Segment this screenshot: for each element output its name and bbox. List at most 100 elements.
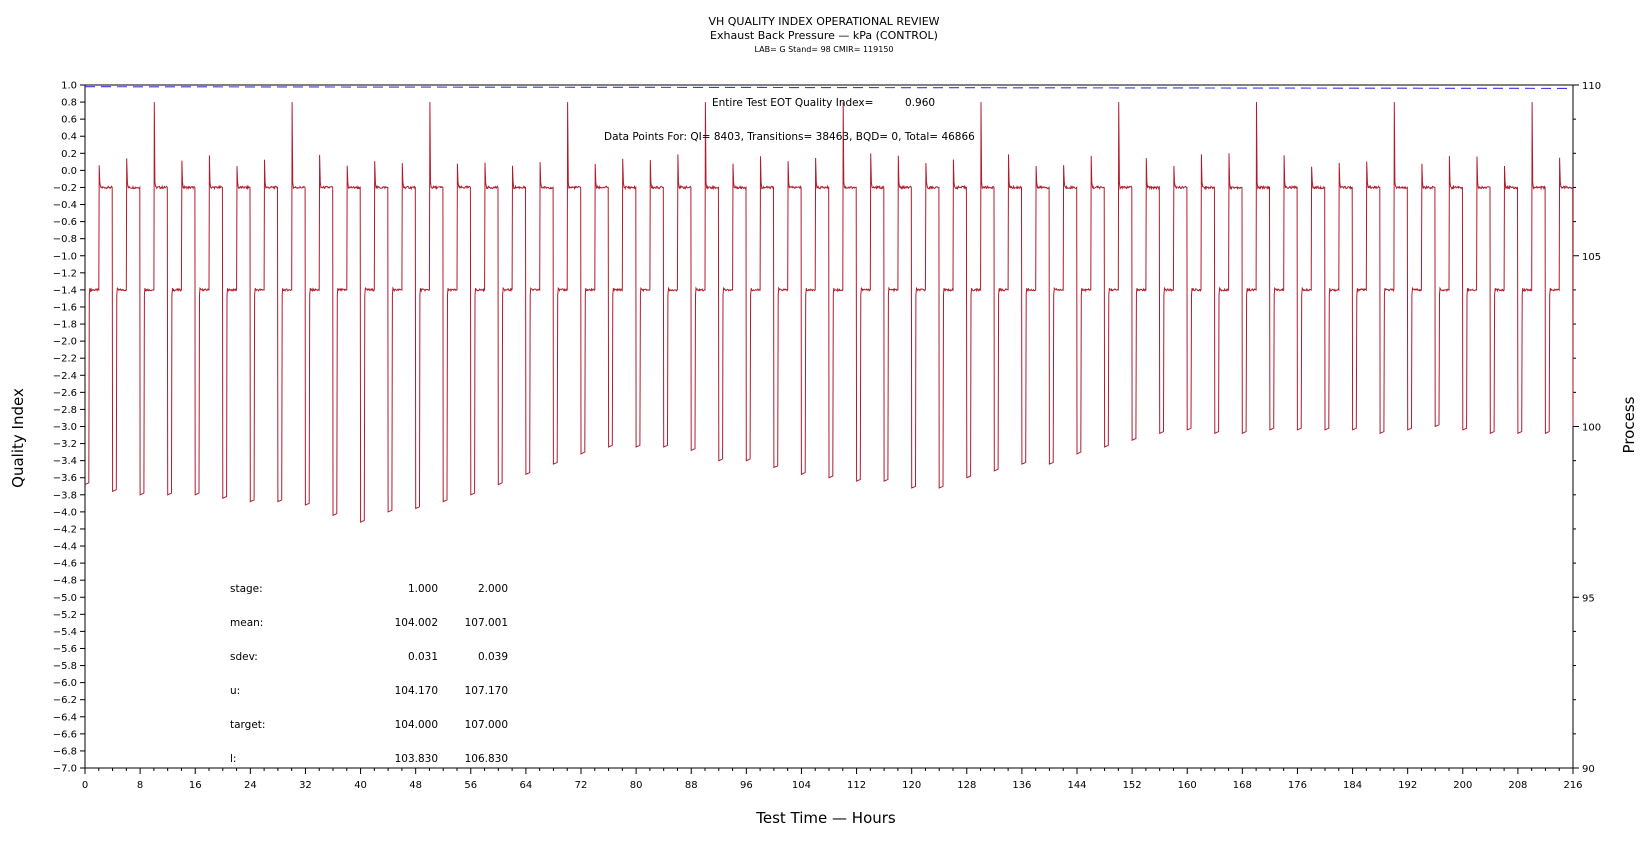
stat-label: sdev: bbox=[230, 651, 258, 663]
y-tick-label: −5.4 bbox=[53, 627, 77, 638]
x-tick-label: 80 bbox=[630, 780, 643, 791]
stat-value-stage1: 1.000 bbox=[408, 583, 438, 595]
x-tick-label: 120 bbox=[902, 780, 921, 791]
stat-value-stage2: 106.830 bbox=[465, 753, 508, 765]
y-tick-label: −5.2 bbox=[53, 610, 77, 621]
stat-value-stage1: 103.830 bbox=[395, 753, 438, 765]
y-tick-label: −6.2 bbox=[53, 695, 77, 706]
y2-axis-label: Process bbox=[1620, 396, 1638, 453]
x-tick-label: 216 bbox=[1563, 780, 1582, 791]
y-tick-label: −6.8 bbox=[53, 746, 77, 757]
y-tick-label: −4.2 bbox=[53, 524, 77, 535]
chart-meta: LAB= G Stand= 98 CMIR= 119150 bbox=[754, 45, 893, 54]
y-tick-label: −5.0 bbox=[53, 593, 77, 604]
stat-value-stage1: 104.002 bbox=[395, 617, 438, 629]
x-tick-label: 176 bbox=[1288, 780, 1307, 791]
y-tick-label: −7.0 bbox=[53, 764, 77, 775]
x-tick-label: 88 bbox=[685, 780, 698, 791]
y-tick-label: −1.0 bbox=[53, 251, 77, 262]
x-tick-label: 160 bbox=[1178, 780, 1197, 791]
x-tick-label: 192 bbox=[1398, 780, 1417, 791]
y-tick-label: 1.0 bbox=[61, 81, 77, 92]
stat-value-stage2: 0.039 bbox=[478, 651, 508, 663]
x-tick-label: 24 bbox=[244, 780, 257, 791]
y-tick-label: −3.2 bbox=[53, 439, 77, 450]
data-points-text: Data Points For: QI= 8403, Transitions= … bbox=[604, 131, 975, 143]
x-tick-label: 40 bbox=[354, 780, 367, 791]
x-tick-label: 48 bbox=[409, 780, 422, 791]
x-tick-label: 64 bbox=[520, 780, 533, 791]
chart-subtitle: Exhaust Back Pressure — kPa (CONTROL) bbox=[710, 29, 938, 42]
y-tick-label: −2.8 bbox=[53, 405, 77, 416]
y-tick-label: 0.6 bbox=[61, 115, 77, 126]
stat-value-stage1: 0.031 bbox=[408, 651, 438, 663]
x-tick-label: 96 bbox=[740, 780, 753, 791]
y-tick-label: −6.0 bbox=[53, 678, 77, 689]
stat-value-stage2: 2.000 bbox=[478, 583, 508, 595]
eot-label: Entire Test EOT Quality Index= bbox=[712, 97, 873, 109]
y2-tick-label: 90 bbox=[1582, 764, 1595, 775]
annotations: Entire Test EOT Quality Index= 0.960 Dat… bbox=[604, 97, 975, 143]
stat-value-stage1: 104.170 bbox=[395, 685, 438, 697]
y-tick-label: −4.6 bbox=[53, 559, 77, 570]
x-tick-label: 136 bbox=[1012, 780, 1031, 791]
x-tick-label: 0 bbox=[82, 780, 88, 791]
y-tick-label: −5.6 bbox=[53, 644, 77, 655]
axes: 1.0 0.8 0.6 0.4 0.2 0.0 −0.2 −0.4 −0.6 −0.8 −1.0 −1… bbox=[53, 81, 1601, 792]
x-tick-label: 152 bbox=[1123, 780, 1142, 791]
stat-value-stage1: 104.000 bbox=[395, 719, 438, 731]
y-tick-label: 0.4 bbox=[61, 132, 77, 143]
y-tick-label: −1.6 bbox=[53, 302, 77, 313]
x-tick-label: 8 bbox=[137, 780, 143, 791]
x-tick-label: 200 bbox=[1453, 780, 1472, 791]
y-tick-label: −4.0 bbox=[53, 507, 77, 518]
y-tick-label: 0.2 bbox=[61, 149, 77, 160]
x-tick-label: 208 bbox=[1508, 780, 1527, 791]
x-tick-label: 168 bbox=[1233, 780, 1252, 791]
stat-label: u: bbox=[230, 685, 240, 697]
y-tick-label: −6.4 bbox=[53, 712, 77, 723]
x-axis-label: Test Time — Hours bbox=[755, 809, 896, 827]
y-tick-label: −2.0 bbox=[53, 337, 77, 348]
x-tick-label: 184 bbox=[1343, 780, 1362, 791]
y2-tick-label: 95 bbox=[1582, 593, 1595, 604]
y-tick-label: 0.8 bbox=[61, 98, 77, 109]
y-tick-label: −6.6 bbox=[53, 729, 77, 740]
y-tick-label: −5.8 bbox=[53, 661, 77, 672]
x-tick-label: 56 bbox=[464, 780, 477, 791]
stat-value-stage2: 107.000 bbox=[465, 719, 508, 731]
x-tick-label: 144 bbox=[1067, 780, 1086, 791]
quality-index-line bbox=[84, 86, 1574, 89]
process-trace-line bbox=[84, 102, 1574, 523]
series-layer bbox=[84, 86, 1574, 523]
x-tick-label: 32 bbox=[299, 780, 312, 791]
stat-value-stage2: 107.001 bbox=[465, 617, 508, 629]
y-tick-label: −2.2 bbox=[53, 354, 77, 365]
x-tick-label: 112 bbox=[847, 780, 866, 791]
y-tick-label: −4.8 bbox=[53, 576, 77, 587]
chart-titles: VH QUALITY INDEX OPERATIONAL REVIEW Exha… bbox=[708, 15, 939, 54]
y2-tick-label: 110 bbox=[1582, 81, 1601, 92]
y-tick-label: −3.4 bbox=[53, 456, 77, 467]
y-tick-label: −0.4 bbox=[53, 200, 77, 211]
x-tick-label: 72 bbox=[575, 780, 588, 791]
y-tick-label: −0.6 bbox=[53, 217, 77, 228]
stat-label: stage: bbox=[230, 583, 263, 595]
stat-value-stage2: 107.170 bbox=[465, 685, 508, 697]
y-tick-label: −1.2 bbox=[53, 268, 77, 279]
y2-tick-label: 100 bbox=[1582, 423, 1601, 434]
y-tick-label: −1.4 bbox=[53, 285, 77, 296]
chart-title: VH QUALITY INDEX OPERATIONAL REVIEW bbox=[708, 15, 939, 28]
y-tick-label: 0.0 bbox=[61, 166, 77, 177]
y-tick-label: −4.4 bbox=[53, 542, 77, 553]
stat-label: target: bbox=[230, 719, 265, 731]
stat-label: l: bbox=[230, 753, 236, 765]
x-tick-label: 104 bbox=[792, 780, 811, 791]
y-tick-label: −1.8 bbox=[53, 320, 77, 331]
y-tick-label: −3.6 bbox=[53, 473, 77, 484]
y2-tick-label: 105 bbox=[1582, 252, 1601, 263]
y-tick-label: −3.8 bbox=[53, 490, 77, 501]
x-tick-label: 128 bbox=[957, 780, 976, 791]
stat-label: mean: bbox=[230, 617, 263, 629]
